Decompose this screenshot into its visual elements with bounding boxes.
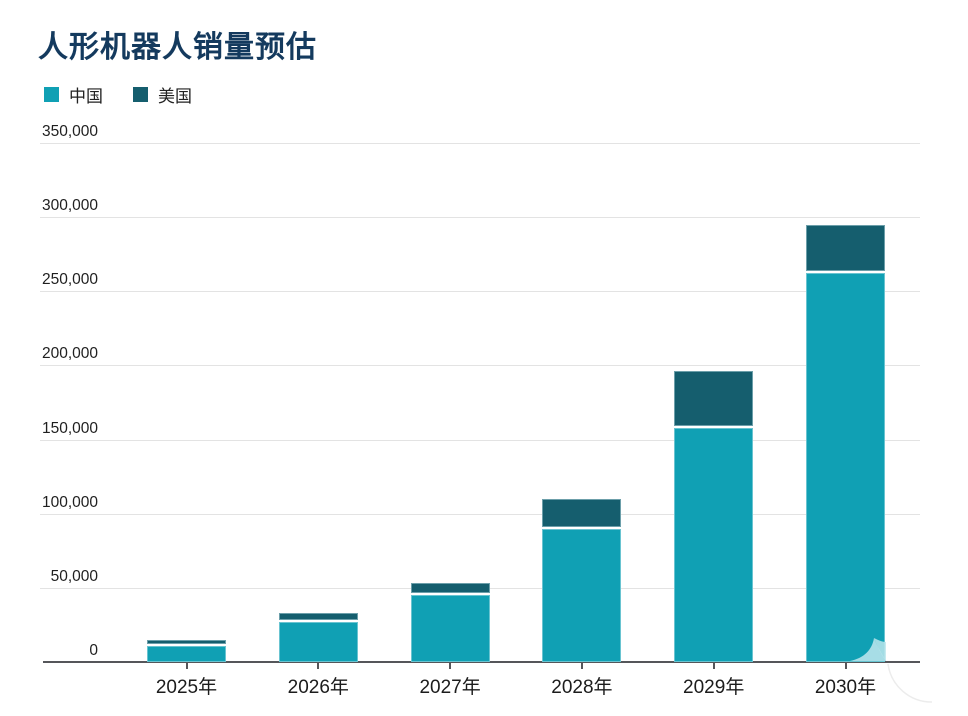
legend-item-china: 中国 (44, 82, 103, 107)
x-axis-line (43, 661, 920, 663)
usa-swatch-icon (133, 87, 148, 102)
x-axis-tick (185, 663, 188, 669)
x-axis-tick (844, 663, 847, 669)
chart-title: 人形机器人销量预估 (38, 31, 317, 64)
x-axis-tick (317, 663, 320, 669)
gridline (40, 217, 920, 219)
y-axis-tick-label: 50,000 (50, 567, 98, 585)
bar-segment-usa (410, 583, 490, 596)
legend-label-china: 中国 (69, 87, 103, 106)
y-axis-tick-label: 300,000 (41, 197, 98, 215)
x-axis-category-label: 2026年 (287, 677, 349, 698)
x-axis-category-label: 2025年 (155, 677, 218, 698)
x-axis-tick (712, 663, 715, 669)
bar-segment-usa (278, 613, 358, 622)
legend: 中国 美国 (44, 82, 192, 107)
bar-segment-china (806, 273, 885, 662)
gridline (40, 143, 920, 144)
y-axis-tick-label: 100,000 (41, 493, 98, 511)
bar-segment-usa (806, 224, 885, 274)
bar-segment-china (674, 427, 754, 662)
x-axis-category-label: 2029年 (683, 677, 745, 698)
legend-item-usa: 美国 (133, 82, 192, 107)
gridline (40, 291, 920, 293)
y-axis-tick-label: 200,000 (41, 345, 98, 363)
bar-segment-china (542, 528, 622, 662)
gridline (40, 513, 920, 515)
bar-segment-usa (674, 371, 754, 428)
bar-segment-china (278, 621, 358, 662)
x-axis-tick (449, 663, 452, 669)
x-axis-tick (580, 663, 583, 669)
y-axis-tick-label: 350,000 (41, 123, 98, 140)
legend-label-usa: 美国 (158, 87, 192, 106)
x-axis-category-label: 2030年 (814, 677, 877, 698)
bar-segment-china (410, 595, 490, 662)
y-axis-tick-label: 0 (89, 642, 98, 659)
bar-segment-usa (147, 639, 226, 646)
x-axis-category-label: 2027年 (419, 677, 481, 698)
bar-segment-usa (542, 498, 622, 529)
bar-segment-china (147, 645, 226, 662)
china-swatch-icon (44, 87, 59, 102)
y-axis-tick-label: 250,000 (41, 271, 98, 289)
y-axis-tick-label: 150,000 (41, 419, 98, 437)
gridline (40, 365, 920, 367)
x-axis-category-label: 2028年 (551, 677, 613, 698)
gridline (40, 439, 920, 441)
